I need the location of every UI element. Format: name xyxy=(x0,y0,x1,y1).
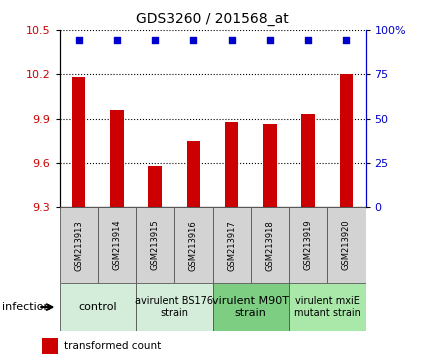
Text: GSM213919: GSM213919 xyxy=(303,220,313,270)
Bar xyxy=(60,207,98,283)
Text: virulent mxiE
mutant strain: virulent mxiE mutant strain xyxy=(294,296,361,318)
Text: transformed count: transformed count xyxy=(64,342,161,352)
Bar xyxy=(110,110,124,207)
Bar xyxy=(60,283,136,331)
Bar xyxy=(263,125,277,207)
Text: GSM213913: GSM213913 xyxy=(74,220,83,270)
Bar xyxy=(148,166,162,207)
Point xyxy=(152,37,159,43)
Bar xyxy=(340,74,353,207)
Text: GSM213914: GSM213914 xyxy=(112,220,122,270)
Bar xyxy=(251,207,289,283)
Point xyxy=(190,37,197,43)
Bar xyxy=(327,207,366,283)
Text: GSM213915: GSM213915 xyxy=(150,220,160,270)
Bar xyxy=(98,207,136,283)
Bar xyxy=(301,114,315,207)
Point xyxy=(113,37,120,43)
Text: GSM213920: GSM213920 xyxy=(342,220,351,270)
Text: virulent M90T
strain: virulent M90T strain xyxy=(212,296,289,318)
Bar xyxy=(42,338,58,354)
Bar xyxy=(212,283,289,331)
Bar xyxy=(174,207,212,283)
Bar xyxy=(136,283,212,331)
Point xyxy=(228,37,235,43)
Point xyxy=(266,37,273,43)
Bar xyxy=(72,77,85,207)
Text: avirulent BS176
strain: avirulent BS176 strain xyxy=(135,296,213,318)
Text: GSM213918: GSM213918 xyxy=(265,220,275,270)
Text: GSM213917: GSM213917 xyxy=(227,220,236,270)
Bar xyxy=(136,207,174,283)
Bar xyxy=(187,141,200,207)
Text: control: control xyxy=(79,302,117,312)
Point xyxy=(343,37,350,43)
Point xyxy=(75,37,82,43)
Text: infection: infection xyxy=(2,302,51,312)
Bar xyxy=(212,207,251,283)
Bar xyxy=(289,207,327,283)
Title: GDS3260 / 201568_at: GDS3260 / 201568_at xyxy=(136,12,289,26)
Bar xyxy=(289,283,366,331)
Text: GSM213916: GSM213916 xyxy=(189,220,198,270)
Bar xyxy=(225,121,238,207)
Point xyxy=(305,37,312,43)
